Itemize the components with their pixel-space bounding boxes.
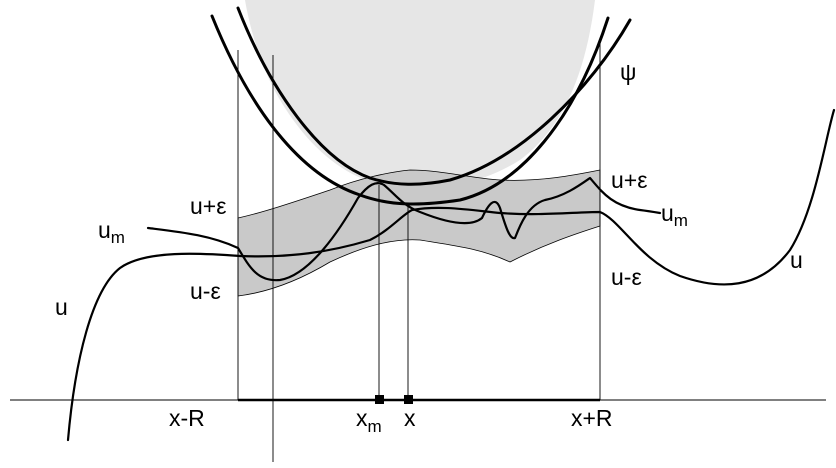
u-right-label: u xyxy=(790,247,803,273)
u-m-curve xyxy=(146,176,662,282)
u-left-label: u xyxy=(55,294,68,320)
psi-label: ψ xyxy=(620,59,636,85)
touching-region xyxy=(245,0,595,189)
u-m-left-label: um xyxy=(98,217,125,247)
u-minus-eps-left-label: u-ε xyxy=(190,278,221,304)
u-m-right-label: um xyxy=(661,200,688,230)
psi-parabola-outer xyxy=(236,6,632,186)
x-label: x xyxy=(404,405,416,431)
x-marker xyxy=(404,395,413,404)
x-m-marker xyxy=(375,395,384,404)
u-curve xyxy=(66,108,836,442)
u-plus-eps-right-label: u+ε xyxy=(611,167,647,193)
x-minus-r-label: x-R xyxy=(169,405,205,431)
u-minus-eps-right-label: u-ε xyxy=(611,264,642,290)
x-m-label: xm xyxy=(356,405,382,436)
u-plus-eps-left-label: u+ε xyxy=(190,193,226,219)
x-plus-r-label: x+R xyxy=(571,405,613,431)
